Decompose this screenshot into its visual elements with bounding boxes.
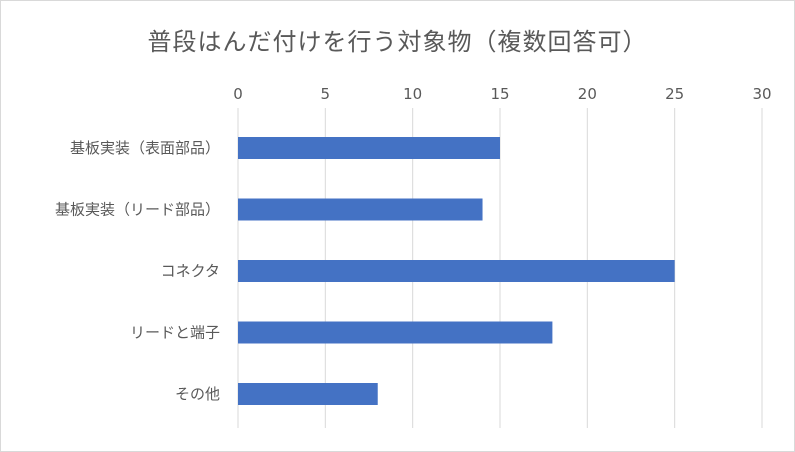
x-tick-label: 30 <box>752 85 771 103</box>
category-label: 基板実装（リード部品） <box>55 201 220 219</box>
chart-title: 普段はんだ付けを行う対象物（複数回答可） <box>147 28 648 56</box>
category-label: コネクタ <box>161 262 220 280</box>
category-label: 基板実装（表面部品） <box>70 139 220 157</box>
x-tick-label: 15 <box>490 85 509 103</box>
x-tick-label: 25 <box>665 85 684 103</box>
x-tick-label: 20 <box>578 85 597 103</box>
category-label: その他 <box>175 385 220 403</box>
bar <box>238 383 378 405</box>
x-tick-label: 0 <box>233 85 243 103</box>
category-label: リードと端子 <box>130 324 220 342</box>
bar <box>238 321 553 344</box>
x-tick-label: 5 <box>321 85 331 103</box>
bar <box>238 260 675 282</box>
bars <box>238 137 675 405</box>
bar <box>238 137 500 159</box>
x-tick-label: 10 <box>403 85 422 103</box>
bar <box>238 198 483 221</box>
x-axis-ticks: 0 5 10 15 20 25 30 <box>233 85 771 103</box>
